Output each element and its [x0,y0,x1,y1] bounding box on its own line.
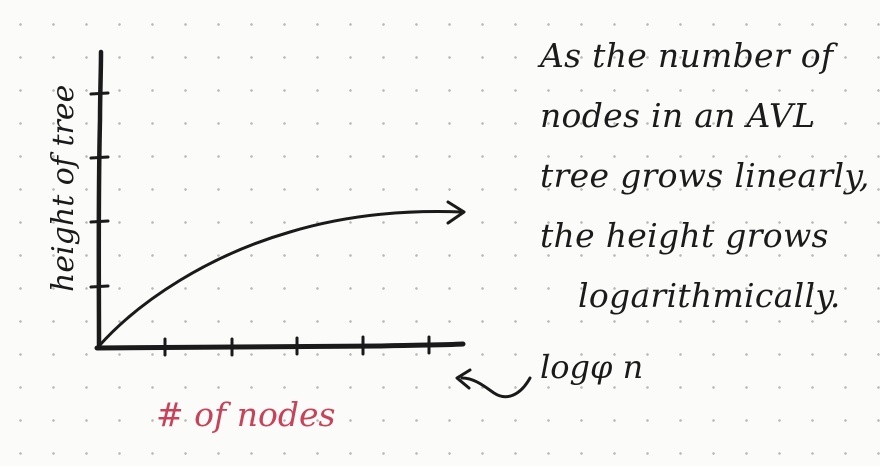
y-axis-label: height of tree [46,85,81,292]
x-axis-label: # of nodes [156,395,335,434]
pointer-arrowhead [455,368,472,390]
annotation-line: the height grows [540,216,829,255]
annotation-line: logarithmically. [578,276,841,315]
y-axis-ticks [89,91,110,289]
pointer-arrow [460,376,532,399]
y-axis [96,49,104,351]
y-tick [89,284,110,289]
y-tick [89,91,110,96]
curve-label: logφ n [540,348,643,386]
curve-arrowhead [446,200,466,225]
annotation-line: As the number of [540,36,834,75]
x-axis [94,341,466,351]
y-tick [89,219,110,224]
annotation-line: tree grows linearly, [540,156,870,195]
annotation-note: As the number of nodes in an AVL tree gr… [540,26,870,326]
log-curve [97,210,464,348]
x-axis-ticks [163,335,431,357]
y-tick [89,155,110,160]
annotation-line: nodes in an AVL [540,96,816,135]
